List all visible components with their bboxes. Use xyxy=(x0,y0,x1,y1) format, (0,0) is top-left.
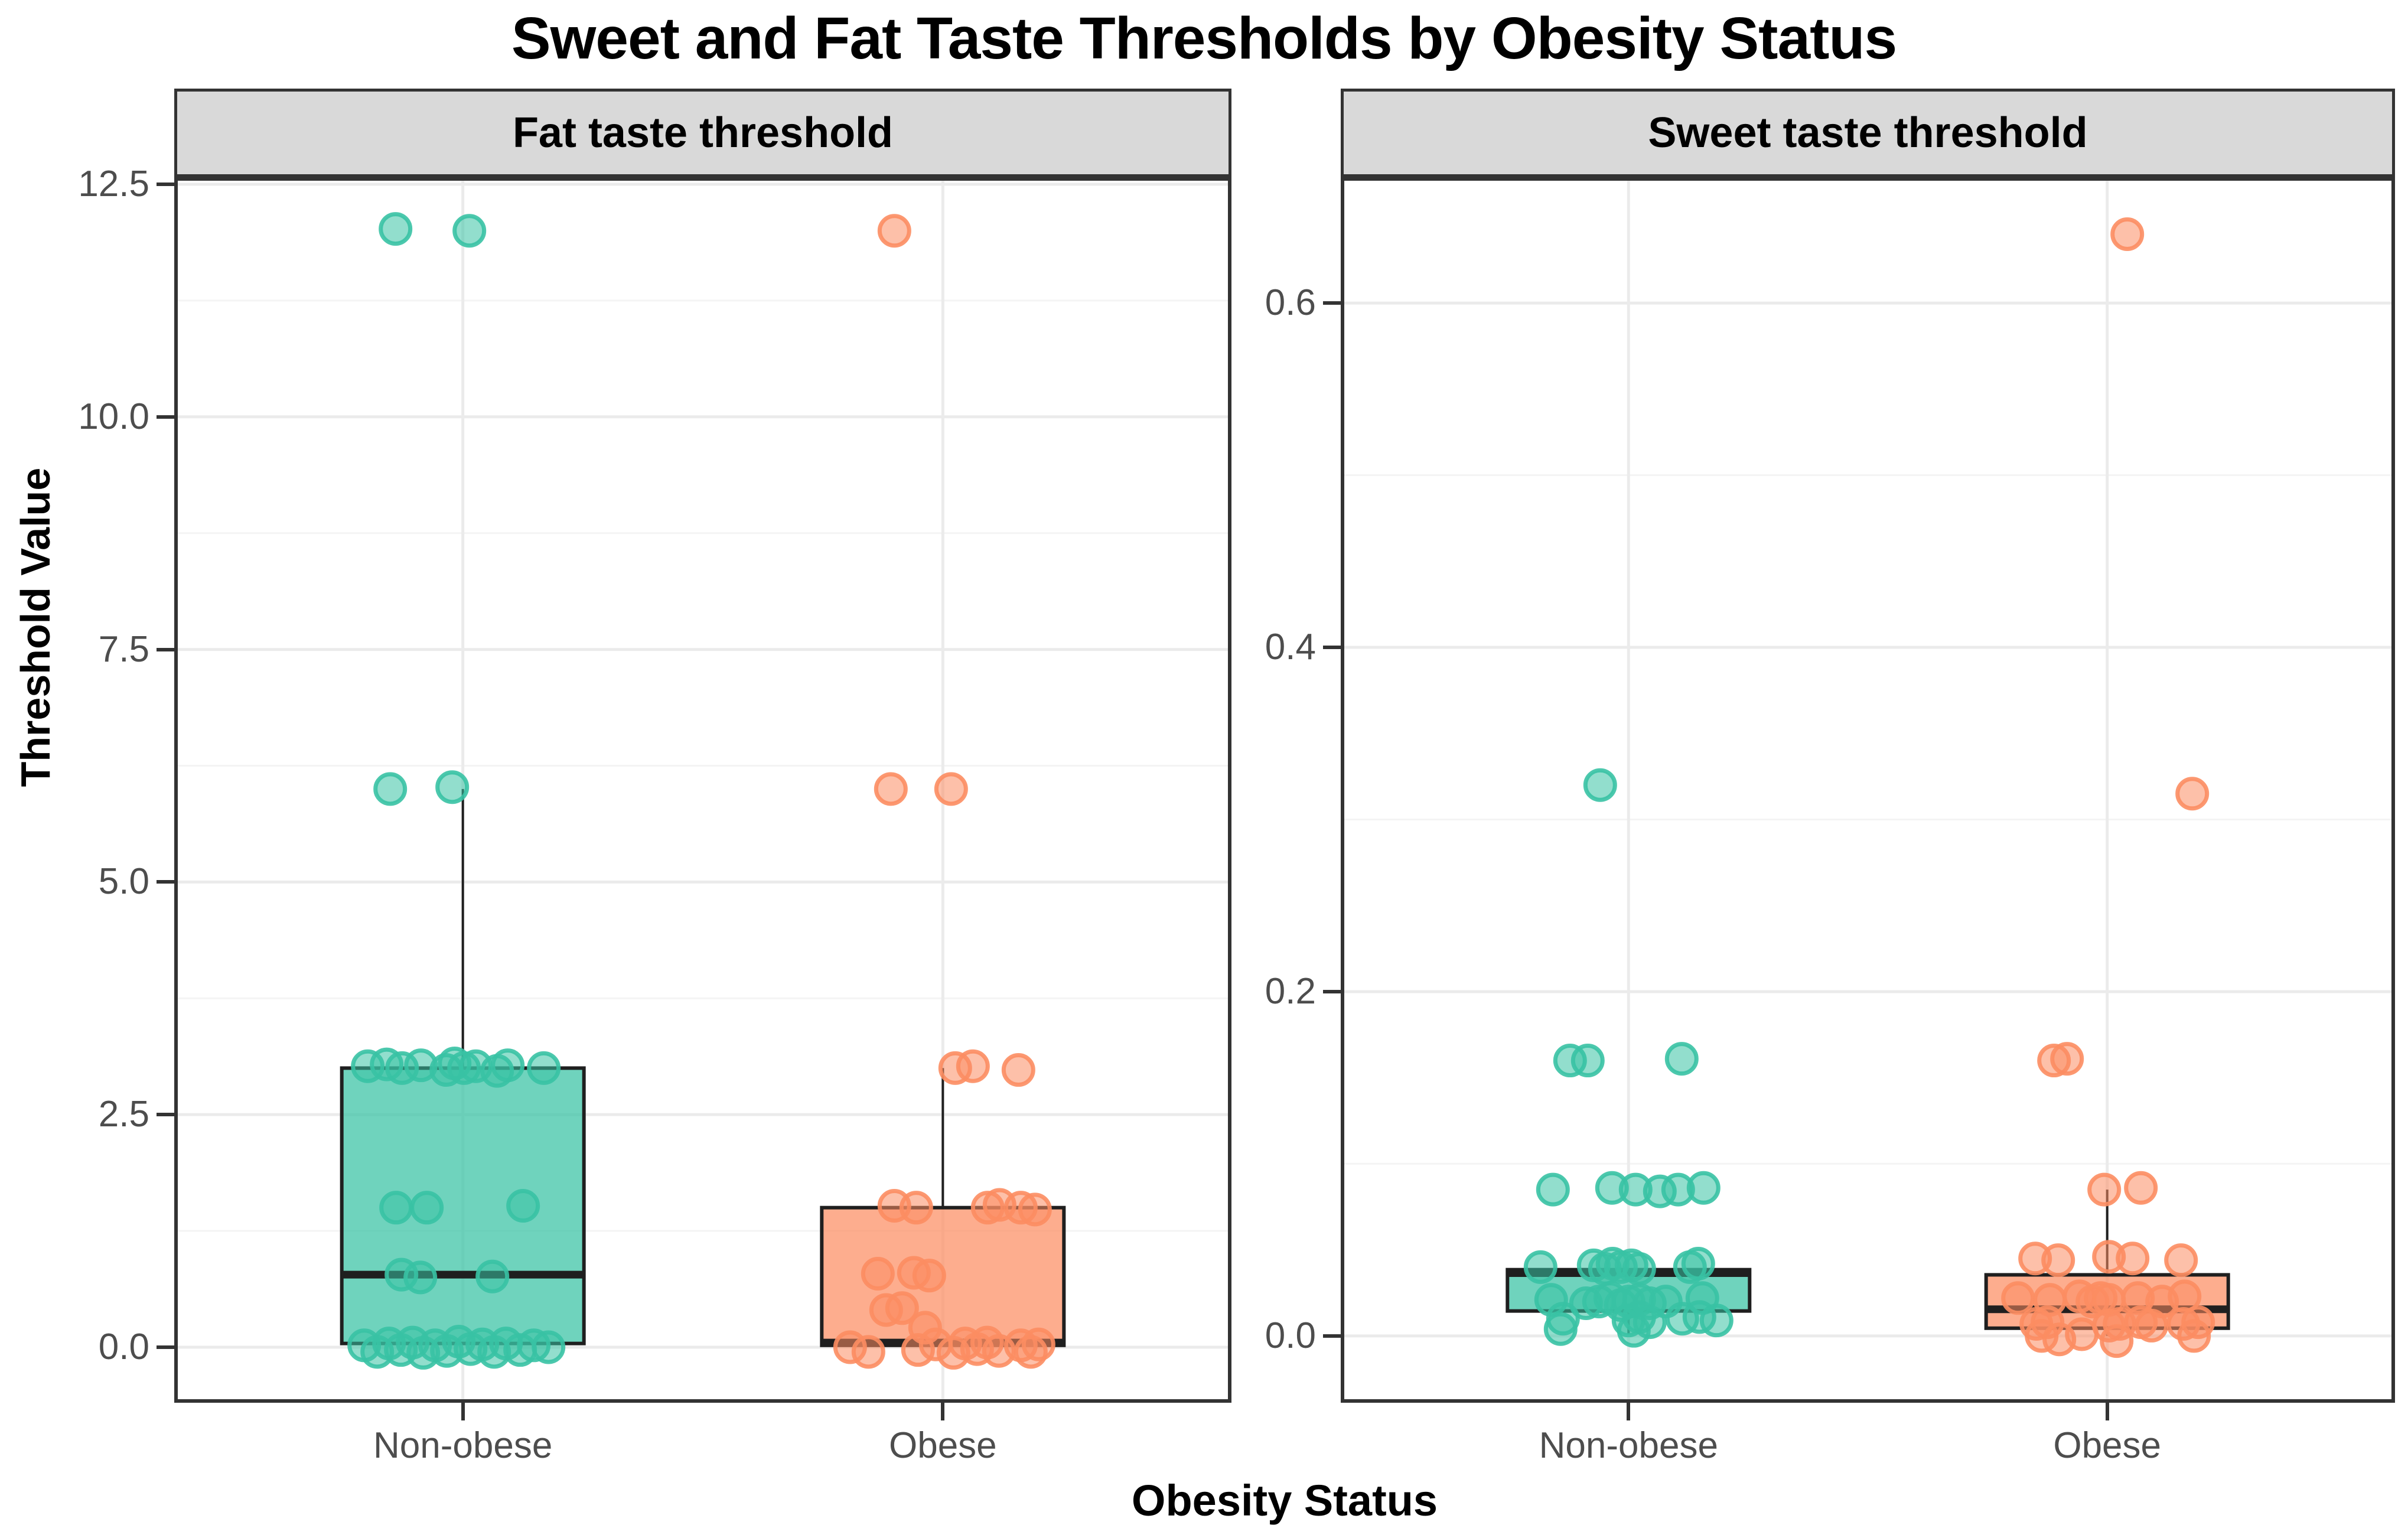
x-tick-label: Non-obese xyxy=(1539,1425,1718,1466)
jitter-point xyxy=(1570,1044,1605,1078)
y-tick-mark xyxy=(157,880,174,884)
y-tick-mark xyxy=(157,1113,174,1117)
y-tick-mark xyxy=(157,182,174,186)
jitter-point xyxy=(2001,1281,2035,1315)
jitter-point xyxy=(899,1191,933,1225)
jitter-point xyxy=(1686,1171,1721,1205)
jitter-point xyxy=(2175,777,2210,811)
jitter-point xyxy=(2041,1243,2075,1278)
jitter-point xyxy=(403,1260,438,1295)
jitter-point xyxy=(1021,1327,1055,1361)
jitter-point xyxy=(532,1330,566,1364)
jitter-point xyxy=(2124,1171,2158,1205)
x-tick-mark xyxy=(2105,1403,2109,1420)
jitter-point xyxy=(934,772,968,806)
panel-background xyxy=(174,177,1231,1403)
jitter-point xyxy=(2116,1242,2150,1276)
y-tick-mark xyxy=(157,415,174,419)
jitter-point xyxy=(1543,1312,1578,1346)
panel-border xyxy=(174,177,1231,1403)
jitter-point xyxy=(475,1259,510,1293)
jitter-point xyxy=(410,1191,444,1225)
y-tick-mark xyxy=(1323,989,1341,993)
jitter-point xyxy=(1018,1192,1052,1227)
jitter-point xyxy=(1664,1042,1699,1076)
x-axis-title: Obesity Status xyxy=(1131,1476,1438,1525)
x-tick-mark xyxy=(941,1403,945,1420)
y-tick-label: 0.0 xyxy=(1265,1315,1316,1356)
jitter-point xyxy=(1681,1246,1715,1280)
jitter-point xyxy=(2177,1319,2211,1353)
y-tick-mark xyxy=(157,1345,174,1349)
jitter-point xyxy=(379,212,413,246)
x-tick-mark xyxy=(461,1403,465,1420)
jitter-point xyxy=(1699,1304,1734,1338)
jitter-point xyxy=(885,1291,919,1325)
jitter-point xyxy=(491,1048,525,1083)
jitter-point xyxy=(527,1051,561,1085)
y-tick-mark xyxy=(1323,1334,1341,1338)
y-tick-label: 12.5 xyxy=(78,163,149,204)
facet-strip: Fat taste threshold xyxy=(174,89,1231,177)
jitter-point xyxy=(506,1189,540,1223)
jitter-point xyxy=(1001,1053,1035,1087)
y-tick-mark xyxy=(1323,301,1341,305)
jitter-point xyxy=(452,214,487,248)
x-tick-label: Obese xyxy=(888,1425,997,1466)
y-tick-mark xyxy=(1323,646,1341,649)
y-tick-mark xyxy=(157,647,174,651)
x-tick-mark xyxy=(1627,1403,1631,1420)
jitter-point xyxy=(373,772,408,806)
facet-strip: Sweet taste threshold xyxy=(1341,89,2395,177)
jitter-point xyxy=(851,1335,885,1369)
jitter-point xyxy=(2087,1172,2122,1207)
y-tick-label: 0.6 xyxy=(1265,282,1316,324)
panel-background xyxy=(1341,177,2395,1403)
panel-plot xyxy=(174,177,1231,1403)
jitter-point xyxy=(2065,1317,2099,1351)
jitter-point xyxy=(1536,1172,1570,1207)
y-tick-label: 0.2 xyxy=(1265,970,1316,1012)
jitter-point xyxy=(877,214,911,248)
jitter-point xyxy=(1523,1250,1557,1284)
x-tick-label: Obese xyxy=(2053,1425,2162,1466)
jitter-point xyxy=(1617,1314,1651,1348)
x-tick-label: Non-obese xyxy=(373,1425,553,1466)
y-tick-label: 2.5 xyxy=(98,1094,149,1135)
jitter-point xyxy=(435,770,470,804)
y-tick-label: 5.0 xyxy=(98,861,149,902)
panel-border xyxy=(1341,177,2395,1403)
jitter-point xyxy=(379,1191,413,1225)
y-tick-label: 0.4 xyxy=(1265,627,1316,667)
y-tick-label: 7.5 xyxy=(98,628,149,670)
jitter-point xyxy=(956,1049,990,1083)
boxplot-box xyxy=(340,1066,586,1345)
jitter-point xyxy=(1622,1252,1656,1286)
jitter-point xyxy=(874,772,908,806)
jitter-point xyxy=(2110,217,2145,251)
jitter-point xyxy=(2135,1308,2169,1343)
jitter-point xyxy=(861,1257,895,1291)
y-tick-label: 10.0 xyxy=(78,396,149,437)
y-tick-label: 0.0 xyxy=(98,1326,149,1367)
panel-plot xyxy=(1341,177,2395,1403)
jitter-point xyxy=(1583,768,1617,802)
jitter-point xyxy=(2164,1243,2198,1278)
jitter-point xyxy=(2050,1042,2084,1076)
jitter-point xyxy=(912,1259,946,1293)
jitter-point xyxy=(2100,1324,2134,1358)
chart-title: Sweet and Fat Taste Thresholds by Obesit… xyxy=(511,5,1897,71)
